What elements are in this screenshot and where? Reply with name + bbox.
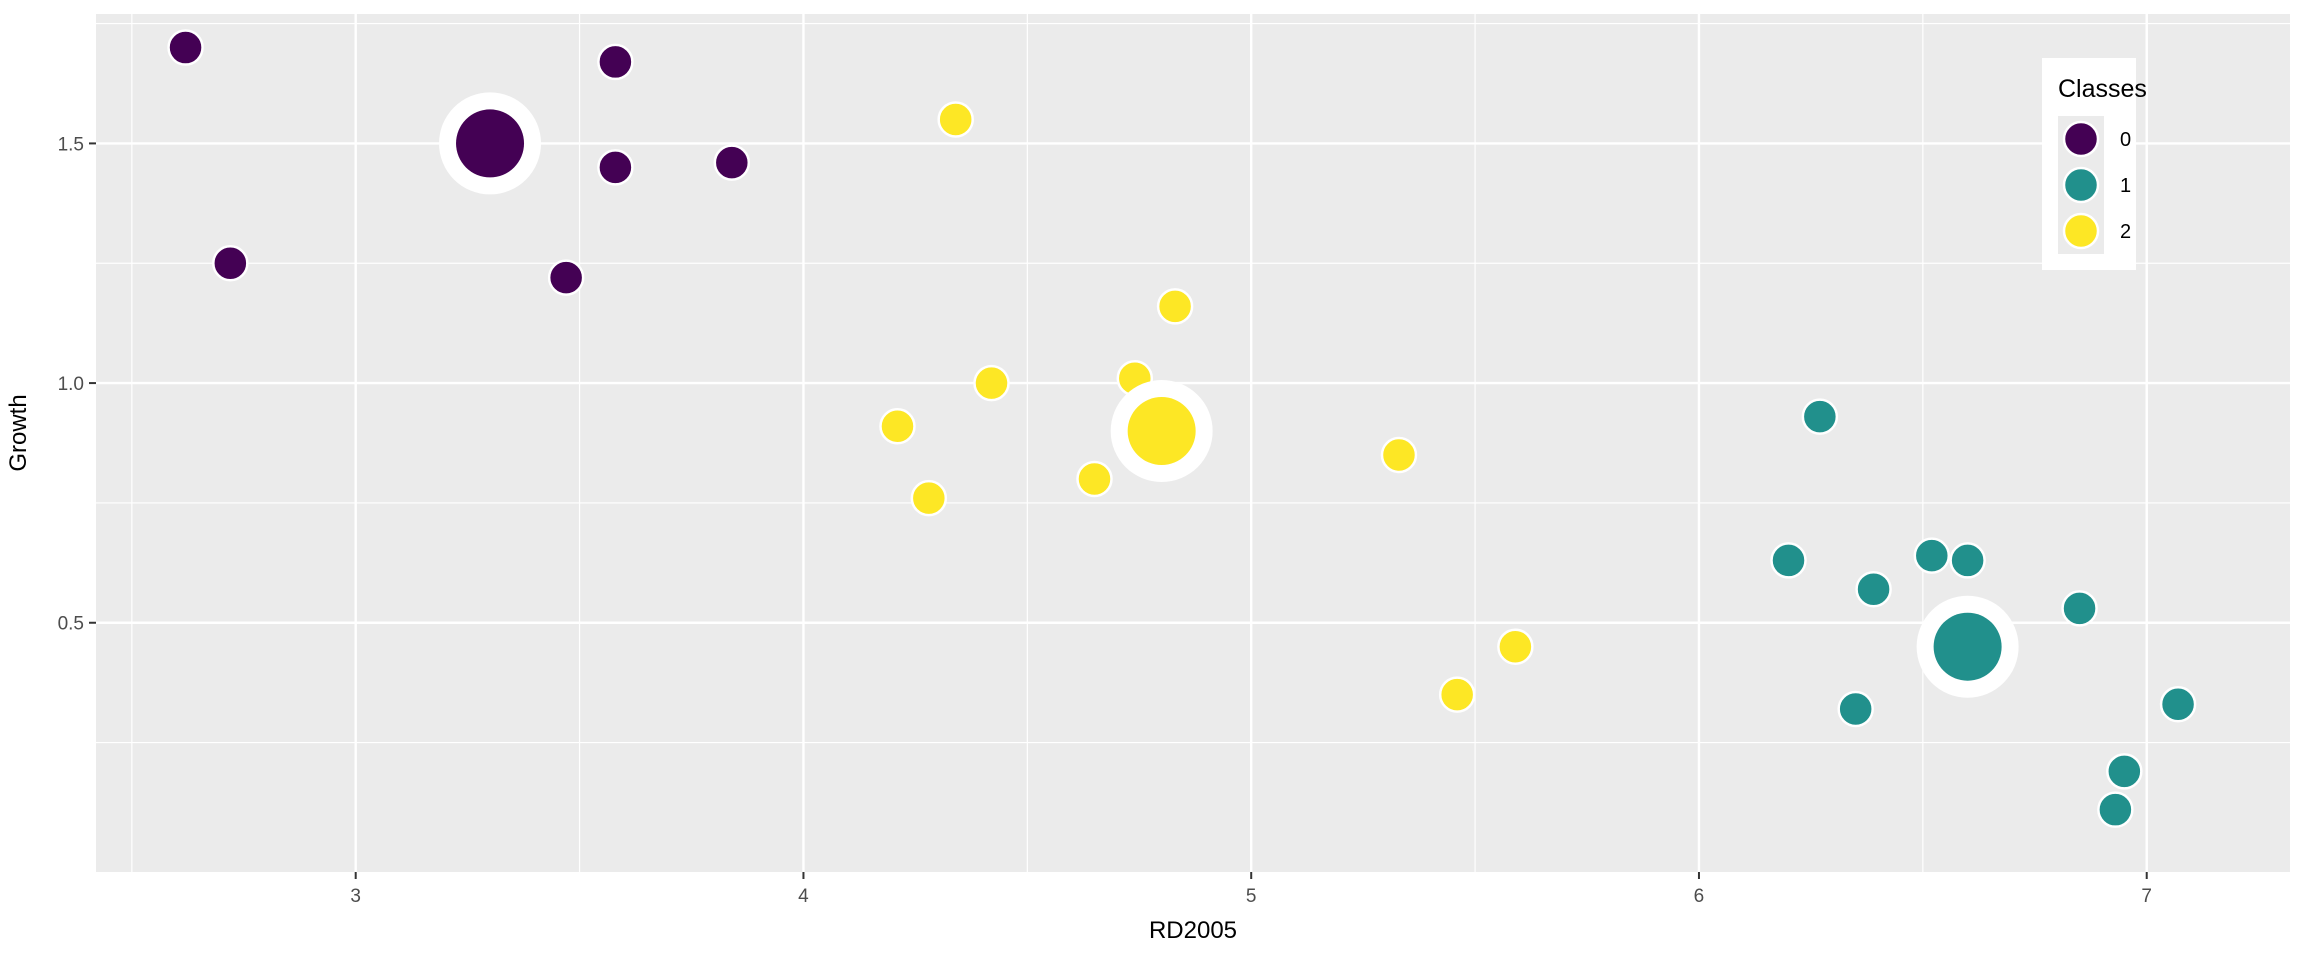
- data-point-class-1: [2106, 753, 2143, 790]
- data-point-class-0: [167, 29, 204, 66]
- legend-entry-label: 2: [2120, 221, 2131, 243]
- data-point-class-1: [1837, 690, 1874, 728]
- legend-entry-label: 1: [2120, 175, 2131, 197]
- data-point-class-2: [1156, 288, 1194, 325]
- data-point-class-0: [597, 149, 634, 186]
- data-point-class-0: [212, 245, 249, 282]
- data-point-class-2: [1497, 628, 1534, 665]
- centroid-point-class-2: [1127, 397, 1196, 466]
- data-point-class-2: [910, 479, 948, 517]
- y-tick-label: 1.0: [58, 374, 84, 395]
- data-point-class-2: [973, 364, 1010, 402]
- data-point-class-1: [1949, 542, 1986, 579]
- data-point-class-1: [2159, 685, 2197, 723]
- data-point-class-0: [547, 259, 585, 296]
- legend-key-marker: [2062, 166, 2100, 204]
- data-point-class-1: [2097, 791, 2134, 828]
- legend-key-marker: [2062, 120, 2100, 158]
- legend-key-marker: [2062, 212, 2100, 250]
- centroid-point-class-1: [1933, 612, 2002, 681]
- x-tick-label: 3: [350, 886, 361, 907]
- data-point-class-2: [1438, 676, 1476, 713]
- x-tick-label: 6: [1694, 886, 1705, 907]
- x-tick-label: 5: [1246, 886, 1257, 907]
- x-tick-label: 7: [2141, 886, 2152, 907]
- data-point-class-2: [937, 101, 974, 138]
- y-axis-ticks: 0.5 1.0 1.5: [58, 134, 96, 635]
- data-point-class-0: [597, 43, 634, 81]
- y-tick-label: 1.5: [58, 134, 84, 155]
- y-axis-title: Growth: [5, 394, 32, 471]
- legend-title: Classes: [2058, 75, 2147, 103]
- data-point-class-1: [1913, 537, 1951, 574]
- minor-gridlines: [96, 14, 2290, 872]
- centroid-points: [439, 92, 2019, 698]
- x-tick-label: 4: [798, 886, 809, 907]
- x-axis-ticks: 3 4 5 6 7: [350, 872, 2152, 907]
- data-point-class-1: [1855, 570, 1892, 608]
- y-tick-label: 0.5: [58, 614, 84, 635]
- data-point-class-2: [1076, 460, 1113, 498]
- legend: Classes 0 1 2: [2042, 58, 2147, 270]
- data-point-class-2: [879, 407, 916, 445]
- data-point-class-1: [2061, 590, 2098, 627]
- centroid-point-class-0: [456, 109, 525, 178]
- major-gridlines: [96, 14, 2290, 872]
- legend-entries: 0 1 2: [2058, 116, 2131, 254]
- data-point-class-1: [1770, 542, 1807, 579]
- legend-entry-label: 0: [2120, 129, 2131, 151]
- x-axis-title: RD2005: [1149, 917, 1237, 944]
- data-point-class-2: [1380, 436, 1418, 474]
- data-point-class-1: [1801, 398, 1839, 435]
- data-point-class-0: [713, 144, 751, 181]
- data-points: [167, 29, 2197, 828]
